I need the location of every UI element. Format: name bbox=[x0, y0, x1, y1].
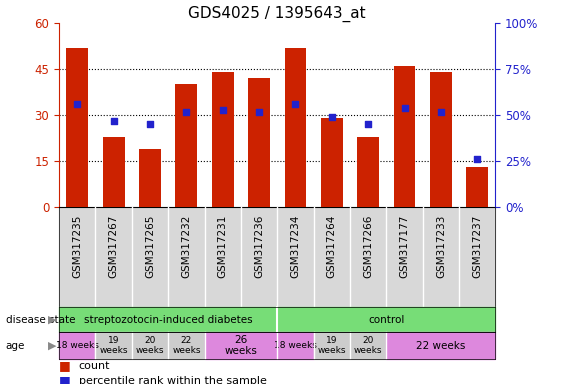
Point bbox=[364, 121, 373, 127]
Text: 20
weeks: 20 weeks bbox=[354, 336, 382, 355]
Text: streptozotocin-induced diabetes: streptozotocin-induced diabetes bbox=[84, 314, 253, 325]
Bar bbox=[394, 66, 415, 207]
Point bbox=[145, 121, 154, 127]
Text: 20
weeks: 20 weeks bbox=[136, 336, 164, 355]
Point bbox=[254, 108, 263, 114]
Bar bbox=[139, 149, 161, 207]
Text: 19
weeks: 19 weeks bbox=[100, 336, 128, 355]
Bar bbox=[248, 78, 270, 207]
Text: 19
weeks: 19 weeks bbox=[318, 336, 346, 355]
Bar bbox=[176, 84, 197, 207]
Bar bbox=[212, 72, 234, 207]
Text: 22
weeks: 22 weeks bbox=[172, 336, 200, 355]
Text: ■: ■ bbox=[59, 359, 75, 372]
Bar bbox=[430, 72, 452, 207]
Text: percentile rank within the sample: percentile rank within the sample bbox=[79, 376, 267, 384]
Bar bbox=[358, 137, 379, 207]
Point bbox=[327, 114, 336, 120]
Text: 22 weeks: 22 weeks bbox=[416, 341, 466, 351]
Text: age: age bbox=[6, 341, 25, 351]
Point bbox=[73, 101, 82, 107]
Point bbox=[436, 108, 445, 114]
Text: disease state: disease state bbox=[6, 314, 75, 325]
Text: control: control bbox=[368, 314, 405, 325]
Title: GDS4025 / 1395643_at: GDS4025 / 1395643_at bbox=[189, 5, 366, 22]
Point bbox=[400, 105, 409, 111]
Text: ▶: ▶ bbox=[48, 314, 56, 325]
Bar bbox=[321, 118, 343, 207]
Point bbox=[182, 108, 191, 114]
Point bbox=[218, 107, 227, 113]
Point bbox=[473, 156, 482, 162]
Text: ■: ■ bbox=[59, 374, 75, 384]
Point bbox=[109, 118, 118, 124]
Bar bbox=[103, 137, 124, 207]
Text: count: count bbox=[79, 361, 110, 371]
Point bbox=[291, 101, 300, 107]
Text: ▶: ▶ bbox=[48, 341, 56, 351]
Text: 18 weeks: 18 weeks bbox=[56, 341, 99, 350]
Text: 18 weeks: 18 weeks bbox=[274, 341, 317, 350]
Bar bbox=[284, 48, 306, 207]
Text: 26
weeks: 26 weeks bbox=[225, 335, 257, 356]
Bar bbox=[66, 48, 88, 207]
Bar bbox=[466, 167, 488, 207]
